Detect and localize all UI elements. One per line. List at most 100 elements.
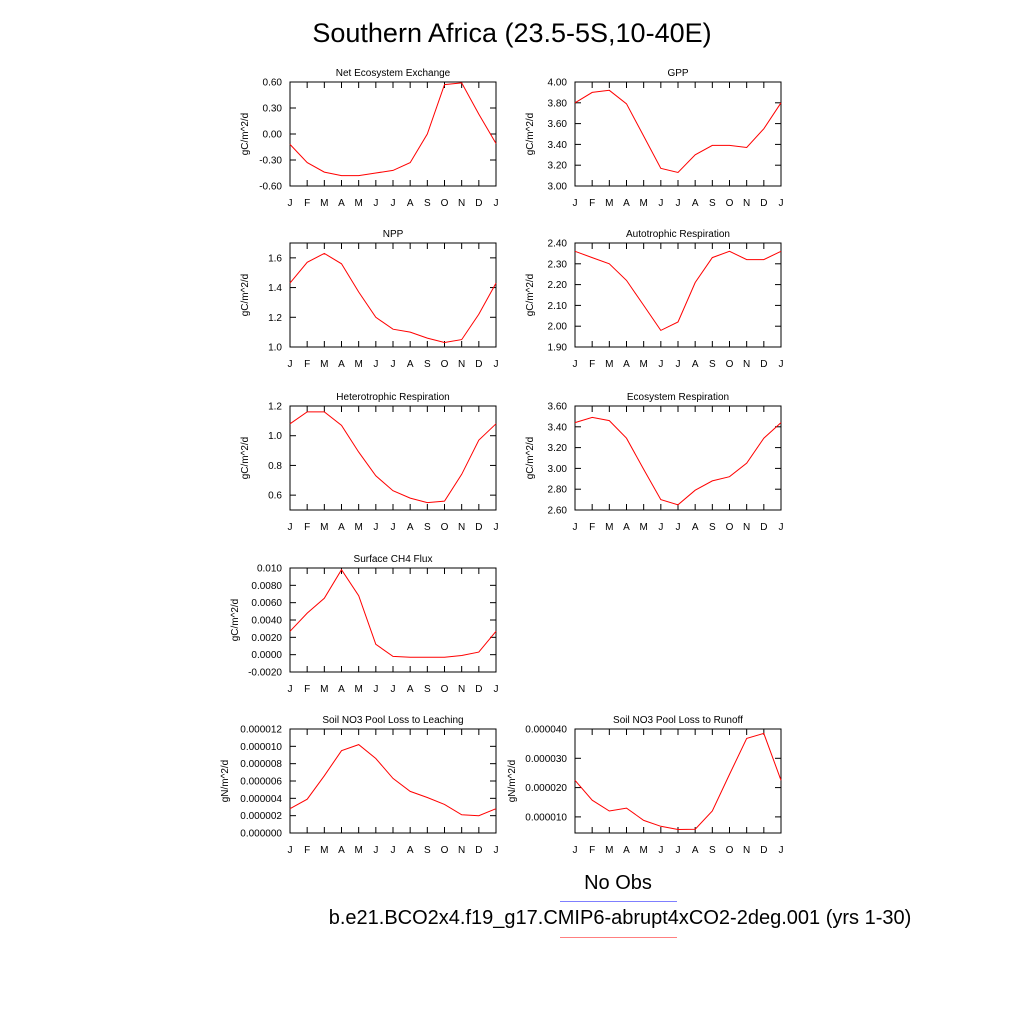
y-tick-label: 0.000040	[525, 725, 567, 736]
x-tick-label: O	[441, 684, 449, 695]
y-axis-label: gC/m^2/d	[240, 437, 251, 480]
x-tick-label: J	[676, 198, 681, 209]
y-tick-label: 1.2	[268, 402, 282, 413]
x-tick-label: A	[692, 198, 699, 209]
x-tick-label: D	[760, 359, 767, 370]
x-tick-label: D	[475, 522, 482, 533]
y-tick-label: 1.4	[268, 283, 282, 294]
y-tick-label: 3.40	[548, 140, 568, 151]
x-tick-label: D	[475, 359, 482, 370]
chart-title: Net Ecosystem Exchange	[336, 68, 451, 79]
x-tick-label: A	[623, 845, 630, 856]
y-tick-label: 3.00	[548, 182, 568, 193]
x-tick-label: J	[288, 684, 293, 695]
y-tick-label: 3.60	[548, 119, 568, 130]
chart-panel: Surface CH4 FluxgC/m^2/d-0.00200.00000.0…	[230, 554, 499, 695]
y-tick-label: 0.010	[257, 564, 282, 575]
x-tick-label: J	[779, 522, 784, 533]
x-tick-label: S	[424, 359, 431, 370]
series-line	[575, 733, 781, 829]
x-tick-label: O	[441, 359, 449, 370]
x-tick-label: A	[692, 845, 699, 856]
x-tick-label: M	[320, 845, 328, 856]
y-tick-label: 4.00	[548, 78, 568, 89]
x-tick-label: N	[743, 845, 750, 856]
y-tick-label: 1.6	[268, 253, 282, 264]
x-tick-label: A	[407, 845, 414, 856]
x-tick-label: O	[726, 522, 734, 533]
x-tick-label: A	[338, 198, 345, 209]
x-tick-label: J	[288, 845, 293, 856]
x-tick-label: J	[573, 522, 578, 533]
y-tick-label: 0.000020	[525, 783, 567, 794]
x-tick-label: A	[692, 522, 699, 533]
x-tick-label: J	[779, 359, 784, 370]
chart-panel: Net Ecosystem Exchange gC/m^2/d -0.60 -0.30…	[240, 68, 499, 209]
y-axis-label: gC/m^2/d	[525, 437, 536, 480]
x-tick-label: J	[494, 359, 499, 370]
x-tick-label: D	[760, 522, 767, 533]
plot-frame	[575, 82, 781, 186]
series-line	[290, 253, 496, 342]
x-tick-label: S	[709, 198, 716, 209]
series-line	[290, 570, 496, 658]
x-tick-label: J	[676, 845, 681, 856]
y-tick-label: 0.60	[263, 78, 283, 89]
x-tick-label: F	[589, 359, 595, 370]
x-tick-label: J	[373, 198, 378, 209]
x-tick-label: D	[475, 198, 482, 209]
x-tick-label: M	[639, 845, 647, 856]
y-tick-label: 1.2	[268, 313, 282, 324]
y-axis-label: gC/m^2/d	[525, 274, 536, 317]
x-tick-label: S	[709, 522, 716, 533]
plot-frame	[575, 729, 781, 833]
chart-panel: Ecosystem RespirationgC/m^2/d2.602.803.0…	[525, 392, 784, 533]
x-tick-label: M	[639, 359, 647, 370]
x-tick-label: S	[709, 359, 716, 370]
x-tick-label: A	[407, 198, 414, 209]
x-tick-label: M	[354, 845, 362, 856]
x-tick-label: J	[288, 359, 293, 370]
y-axis-label: gC/m^2/d	[240, 274, 251, 317]
x-tick-label: A	[623, 522, 630, 533]
x-tick-label: M	[605, 845, 613, 856]
y-tick-label: 0.000006	[240, 777, 282, 788]
y-tick-label: 0.00	[263, 130, 283, 141]
y-tick-label: 2.40	[548, 239, 568, 250]
y-tick-label: 0.000010	[525, 812, 567, 823]
y-tick-label: 1.90	[548, 343, 568, 354]
legend-obs-label: No Obs	[562, 872, 674, 895]
x-tick-label: J	[779, 845, 784, 856]
x-tick-label: F	[304, 684, 310, 695]
y-axis-label: gN/m^2/d	[220, 760, 231, 803]
x-tick-label: J	[658, 198, 663, 209]
y-axis-label: gC/m^2/d	[240, 113, 251, 156]
legend-model-label: b.e21.BCO2x4.f19_g17.CMIP6-abrupt4xCO2-2…	[300, 907, 940, 930]
x-tick-label: D	[475, 845, 482, 856]
x-tick-label: J	[676, 359, 681, 370]
y-tick-label: 2.80	[548, 485, 568, 496]
x-tick-label: A	[407, 684, 414, 695]
y-tick-label: 3.60	[548, 402, 568, 413]
y-tick-label: 0.000008	[240, 759, 282, 770]
x-tick-label: A	[623, 359, 630, 370]
x-tick-label: J	[494, 522, 499, 533]
y-tick-label: 0.0020	[251, 633, 282, 644]
x-tick-label: N	[458, 684, 465, 695]
series-line	[575, 251, 781, 330]
x-tick-label: D	[760, 845, 767, 856]
x-tick-label: A	[338, 684, 345, 695]
x-tick-label: F	[589, 845, 595, 856]
x-tick-label: J	[373, 522, 378, 533]
x-tick-label: N	[458, 522, 465, 533]
x-tick-label: S	[709, 845, 716, 856]
x-tick-label: D	[475, 684, 482, 695]
x-tick-label: O	[441, 845, 449, 856]
y-tick-label: 0.000012	[240, 725, 282, 736]
x-tick-label: O	[441, 198, 449, 209]
x-tick-label: M	[320, 684, 328, 695]
x-tick-label: J	[658, 845, 663, 856]
chart-panel: Soil NO3 Pool Loss to Leaching gN/m^2/d 0.…	[220, 715, 499, 856]
y-tick-label: 1.0	[268, 431, 282, 442]
x-tick-label: M	[320, 522, 328, 533]
